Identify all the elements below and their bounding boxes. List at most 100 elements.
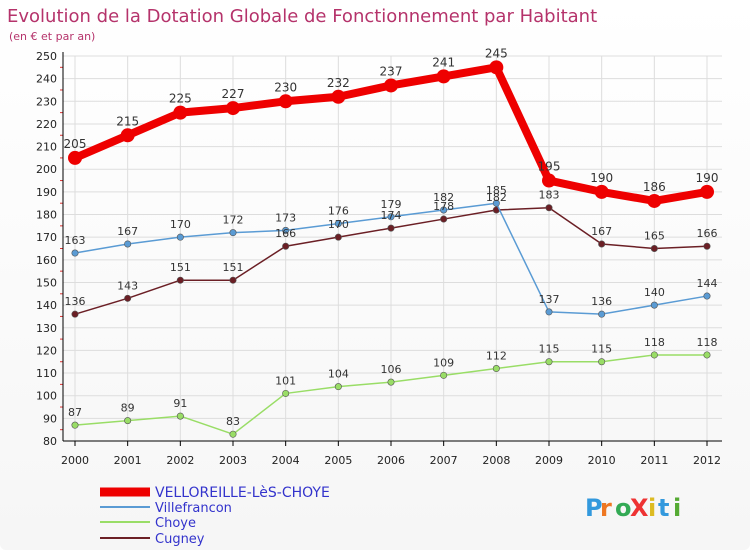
data-label: 176 xyxy=(328,205,349,218)
proxiti-logo: Pr oX i t i xyxy=(585,494,681,522)
y-tick-label: 240 xyxy=(36,73,57,86)
legend: VELLOREILLE-LèS-CHOYEVillefranconChoyeCu… xyxy=(100,485,330,547)
legend-label: Cugney xyxy=(155,532,205,547)
data-label: 118 xyxy=(697,336,718,349)
data-label: 190 xyxy=(590,171,613,185)
logo-letter: i xyxy=(673,494,681,522)
data-label: 101 xyxy=(275,374,296,387)
data-label: 167 xyxy=(117,225,138,238)
data-point xyxy=(384,78,398,93)
data-label: 104 xyxy=(328,368,349,381)
data-point xyxy=(282,389,290,397)
y-axis-ticks: 80 90 100 110 120 130 140 150 160 170 180 190 200 210… xyxy=(36,50,57,448)
data-point xyxy=(229,430,237,438)
y-tick-label: 110 xyxy=(36,367,57,380)
data-point xyxy=(598,358,606,366)
axes xyxy=(60,52,722,446)
data-label: 136 xyxy=(591,295,612,308)
legend-label: Choye xyxy=(155,516,196,531)
data-point xyxy=(387,224,395,232)
y-tick-label: 220 xyxy=(36,118,57,131)
data-point xyxy=(173,105,188,120)
data-point xyxy=(71,249,79,257)
data-label: 143 xyxy=(117,279,138,292)
legend-label: Villefrancon xyxy=(155,501,232,516)
data-label: 205 xyxy=(64,137,87,151)
x-tick-label: 2008 xyxy=(482,454,510,467)
x-tick-label: 2012 xyxy=(693,454,721,467)
data-point xyxy=(703,351,711,359)
logo-letter: o xyxy=(615,494,632,522)
x-tick-label: 2001 xyxy=(114,454,142,467)
data-point xyxy=(598,310,606,318)
data-point xyxy=(650,351,658,359)
data-labels: 87 89 91 83 101 104 106 109 112 115 115 118 118 136 14… xyxy=(64,46,719,428)
data-point xyxy=(650,245,658,253)
chart-title: Evolution de la Dotation Globale de Fonc… xyxy=(7,6,597,27)
series-group xyxy=(68,60,714,438)
y-tick-label: 170 xyxy=(36,231,57,244)
data-label: 166 xyxy=(275,227,296,240)
data-point xyxy=(278,94,293,109)
data-point xyxy=(440,371,448,379)
data-label: 183 xyxy=(539,189,560,202)
data-point xyxy=(700,184,714,199)
data-point xyxy=(598,240,606,248)
y-tick-label: 180 xyxy=(36,209,57,222)
data-point xyxy=(594,184,609,199)
data-label: 190 xyxy=(696,171,719,185)
y-tick-label: 130 xyxy=(36,322,57,335)
data-label: 230 xyxy=(274,80,297,94)
data-label: 118 xyxy=(644,336,665,349)
data-label: 225 xyxy=(169,92,192,106)
y-tick-label: 210 xyxy=(36,141,57,154)
y-tick-label: 150 xyxy=(36,276,57,289)
data-label: 182 xyxy=(486,191,507,204)
logo-letter: t xyxy=(658,494,669,522)
data-label: 106 xyxy=(381,363,402,376)
data-point xyxy=(71,421,79,429)
data-point xyxy=(387,378,395,386)
data-label: 167 xyxy=(591,225,612,238)
data-label: 174 xyxy=(381,209,402,222)
data-point xyxy=(436,69,451,84)
data-point xyxy=(229,276,237,284)
data-point xyxy=(120,128,135,143)
legend-label: VELLOREILLE-LèS-CHOYE xyxy=(155,485,330,501)
data-point xyxy=(650,301,658,309)
y-tick-label: 160 xyxy=(36,254,57,267)
chart-subtitle: (en € et par an) xyxy=(9,30,95,43)
data-label: 136 xyxy=(65,295,86,308)
data-label: 185 xyxy=(486,184,507,197)
data-label: 165 xyxy=(644,230,665,243)
x-tick-label: 2009 xyxy=(535,454,563,467)
data-label: 109 xyxy=(433,356,454,369)
data-point xyxy=(124,417,132,425)
data-label: 144 xyxy=(697,277,718,290)
data-label: 227 xyxy=(222,87,245,101)
data-label: 137 xyxy=(539,293,560,306)
data-label: 173 xyxy=(275,211,296,224)
y-tick-label: 100 xyxy=(36,390,57,403)
data-point xyxy=(440,206,448,214)
data-point xyxy=(282,242,290,250)
x-axis-ticks: 2000 2001 2002 2003 2004 2005 2006 2007 2008 2009… xyxy=(61,454,721,467)
data-point xyxy=(440,215,448,223)
data-point xyxy=(68,150,82,165)
data-point xyxy=(492,365,500,373)
logo-letter: X xyxy=(630,494,649,522)
data-label: 140 xyxy=(644,286,665,299)
data-label: 115 xyxy=(591,343,612,356)
y-tick-label: 190 xyxy=(36,186,57,199)
data-point xyxy=(542,173,556,188)
data-point xyxy=(334,383,342,391)
y-tick-label: 230 xyxy=(36,95,57,108)
x-tick-label: 2000 xyxy=(61,454,89,467)
data-label: 179 xyxy=(381,198,402,211)
data-point xyxy=(334,220,342,228)
data-label: 163 xyxy=(65,234,86,247)
grid-lines xyxy=(63,55,722,442)
data-label: 87 xyxy=(68,406,82,419)
